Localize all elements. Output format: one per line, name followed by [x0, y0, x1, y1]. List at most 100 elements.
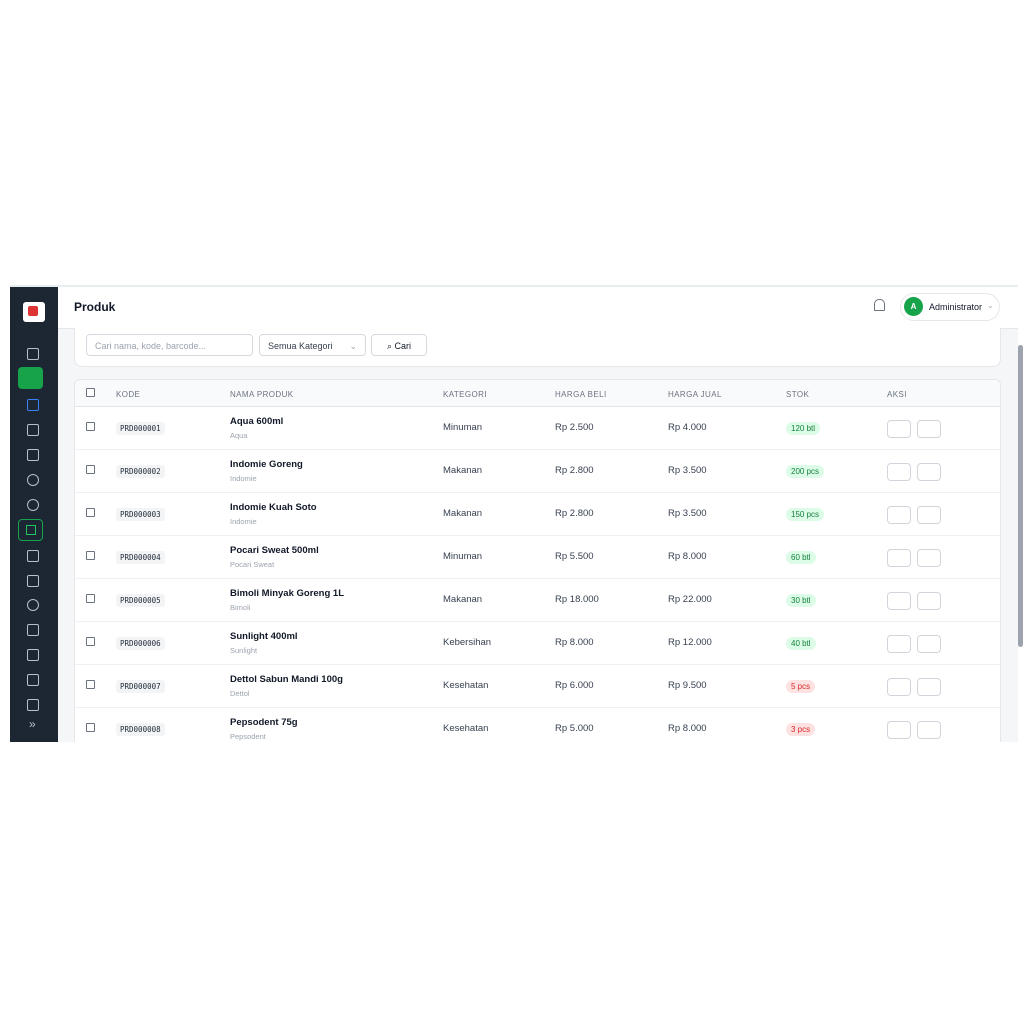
- row-divider: [75, 492, 1000, 493]
- user-avatar: A: [904, 297, 923, 316]
- product-category: Makanan: [443, 508, 483, 519]
- product-name: Pocari Sweat 500ml: [230, 545, 319, 556]
- edit-button[interactable]: [887, 549, 911, 567]
- view-button[interactable]: [917, 506, 941, 524]
- search-input[interactable]: Cari nama, kode, barcode...: [86, 334, 253, 356]
- nav-pos[interactable]: [18, 367, 43, 389]
- product-name: Sunlight 400ml: [230, 631, 298, 642]
- category-value: Semua Kategori: [268, 341, 333, 351]
- edit-button[interactable]: [887, 721, 911, 739]
- filter-card: Cari nama, kode, barcode... Semua Katego…: [74, 328, 1001, 367]
- product-name: Indomie Kuah Soto: [230, 502, 317, 513]
- product-code: PRD000002: [116, 465, 165, 478]
- row-checkbox[interactable]: [86, 680, 95, 689]
- stock-badge: 120 btl: [786, 422, 821, 435]
- view-button[interactable]: [917, 463, 941, 481]
- nav-report[interactable]: [27, 699, 39, 711]
- stock-badge: 30 btl: [786, 594, 816, 607]
- user-menu[interactable]: A Administrator ⌄: [900, 293, 1000, 321]
- column-header: AKSI: [887, 390, 907, 399]
- product-name: Indomie Goreng: [230, 459, 303, 470]
- edit-button[interactable]: [887, 678, 911, 696]
- row-divider: [75, 621, 1000, 622]
- product-brand: Dettol: [230, 689, 250, 698]
- nav-info[interactable]: [27, 599, 39, 611]
- product-brand: Indomie: [230, 517, 257, 526]
- row-checkbox[interactable]: [86, 551, 95, 560]
- row-checkbox[interactable]: [86, 422, 95, 431]
- product-category: Minuman: [443, 551, 483, 562]
- stock-badge: 60 btl: [786, 551, 816, 564]
- sell-price: Rp 8.000: [668, 723, 707, 734]
- sell-price: Rp 8.000: [668, 551, 707, 562]
- nav-refresh[interactable]: [27, 499, 39, 511]
- row-checkbox[interactable]: [86, 594, 95, 603]
- product-brand: Sunlight: [230, 646, 258, 655]
- nav-tags[interactable]: [27, 575, 39, 587]
- nav-transfer[interactable]: [27, 674, 39, 686]
- nav-warehouse[interactable]: [27, 649, 39, 661]
- row-checkbox[interactable]: [86, 465, 95, 474]
- column-header: STOK: [786, 390, 810, 399]
- nav-layers[interactable]: [27, 550, 39, 562]
- product-code: PRD000001: [116, 422, 165, 435]
- view-button[interactable]: [917, 678, 941, 696]
- nav-list[interactable]: [27, 624, 39, 636]
- row-divider: [75, 707, 1000, 708]
- product-brand: Bimoli: [230, 603, 251, 612]
- nav-lock[interactable]: [27, 399, 39, 411]
- product-code: PRD000008: [116, 723, 165, 736]
- column-header: HARGA JUAL: [668, 390, 722, 399]
- row-checkbox[interactable]: [86, 637, 95, 646]
- view-button[interactable]: [917, 420, 941, 438]
- edit-button[interactable]: [887, 635, 911, 653]
- nav-money[interactable]: [27, 424, 39, 436]
- view-button[interactable]: [917, 721, 941, 739]
- top-bar: Produk A Administrator ⌄: [58, 287, 1018, 329]
- page-title: Produk: [74, 300, 116, 314]
- edit-button[interactable]: [887, 420, 911, 438]
- buy-price: Rp 5.500: [555, 551, 594, 562]
- nav-expand[interactable]: »: [29, 717, 36, 731]
- sell-price: Rp 12.000: [668, 637, 712, 648]
- product-code: PRD000006: [116, 637, 165, 650]
- view-button[interactable]: [917, 592, 941, 610]
- select-all-checkbox[interactable]: [86, 388, 95, 397]
- search-button-label: Cari: [394, 341, 412, 351]
- nav-bag[interactable]: [27, 449, 39, 461]
- chevron: ⌄: [987, 301, 994, 310]
- category-select[interactable]: Semua Kategori ⌄: [259, 334, 366, 356]
- nav-return[interactable]: [27, 474, 39, 486]
- edit-button[interactable]: [887, 592, 911, 610]
- product-brand: Pepsodent: [230, 732, 266, 741]
- buy-price: Rp 8.000: [555, 637, 594, 648]
- product-name: Aqua 600ml: [230, 416, 284, 427]
- row-checkbox[interactable]: [86, 508, 95, 517]
- view-button[interactable]: [917, 549, 941, 567]
- product-name: Dettol Sabun Mandi 100g: [230, 674, 343, 685]
- product-name: Bimoli Minyak Goreng 1L: [230, 588, 345, 599]
- product-category: Makanan: [443, 594, 483, 605]
- view-button[interactable]: [917, 635, 941, 653]
- row-checkbox[interactable]: [86, 723, 95, 732]
- notification-bell[interactable]: [874, 299, 885, 311]
- app-window: » Produk A Administrator ⌄ Cari nama, ko…: [10, 285, 1018, 742]
- edit-button[interactable]: [887, 463, 911, 481]
- product-category: Kebersihan: [443, 637, 492, 648]
- nav-products[interactable]: [18, 519, 43, 541]
- nav-dashboard[interactable]: [27, 348, 39, 360]
- edit-button[interactable]: [887, 506, 911, 524]
- product-code: PRD000003: [116, 508, 165, 521]
- row-divider: [75, 535, 1000, 536]
- product-category: Minuman: [443, 422, 483, 433]
- column-header: HARGA BELI: [555, 390, 607, 399]
- product-code: PRD000005: [116, 594, 165, 607]
- product-category: Kesehatan: [443, 680, 489, 691]
- product-name: Pepsodent 75g: [230, 717, 298, 728]
- column-header: NAMA PRODUK: [230, 390, 294, 399]
- product-brand: Pocari Sweat: [230, 560, 275, 569]
- buy-price: Rp 2.500: [555, 422, 594, 433]
- search-button[interactable]: ⌕ Cari: [371, 334, 427, 356]
- buy-price: Rp 18.000: [555, 594, 599, 605]
